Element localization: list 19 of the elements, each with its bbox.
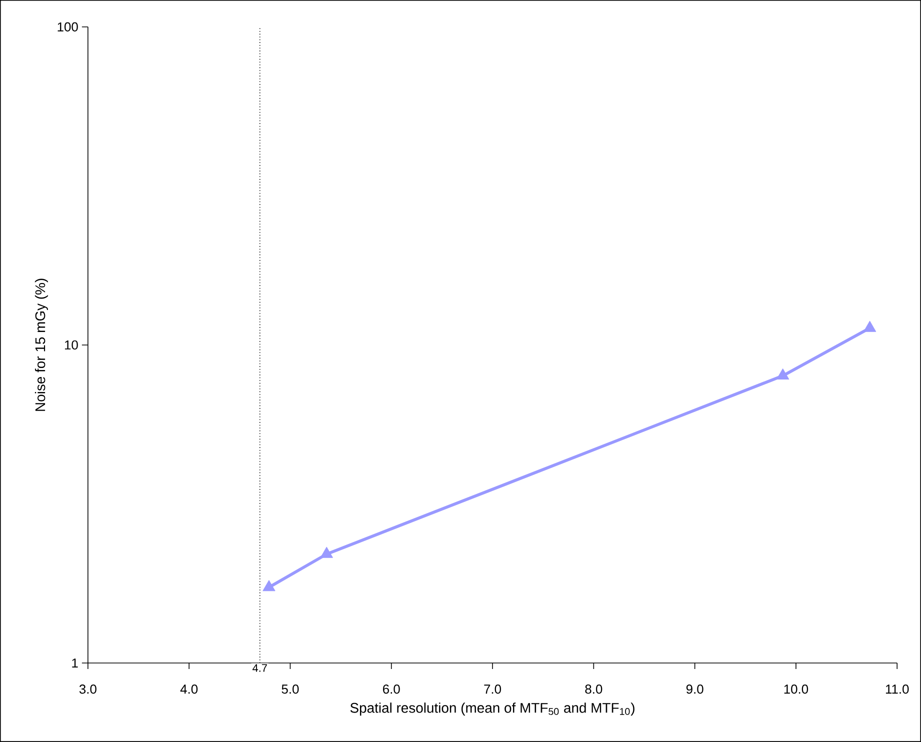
y-tick-label: 100 — [58, 22, 78, 32]
x-tick-label: 4.0 — [180, 684, 198, 694]
x-tick-label: 9.0 — [686, 684, 704, 694]
point — [320, 546, 333, 558]
point — [262, 580, 276, 592]
x-tick-label: 6.0 — [383, 684, 400, 694]
x-tick-label: 5.0 — [282, 684, 299, 694]
y-tick-label: 10 — [64, 340, 78, 350]
x-tick-label: 3.0 — [79, 684, 96, 694]
x-tick-label: 10.0 — [784, 684, 808, 694]
x-tick-label: 11.0 — [886, 684, 909, 694]
y-tick-label: 1 — [72, 658, 78, 668]
x-tick-label: 7.0 — [484, 684, 502, 694]
x-tick-label: 8.0 — [585, 684, 602, 694]
x-axis-title: Spatial resolution (mean of MTF$_{50}$ and MTF$_{10}$) — [350, 702, 634, 716]
y-axis-title: Noise for 15 mGy (%) — [34, 278, 48, 411]
point — [863, 320, 876, 332]
point — [776, 368, 790, 380]
ref-line-label: 4.7 — [252, 664, 267, 672]
